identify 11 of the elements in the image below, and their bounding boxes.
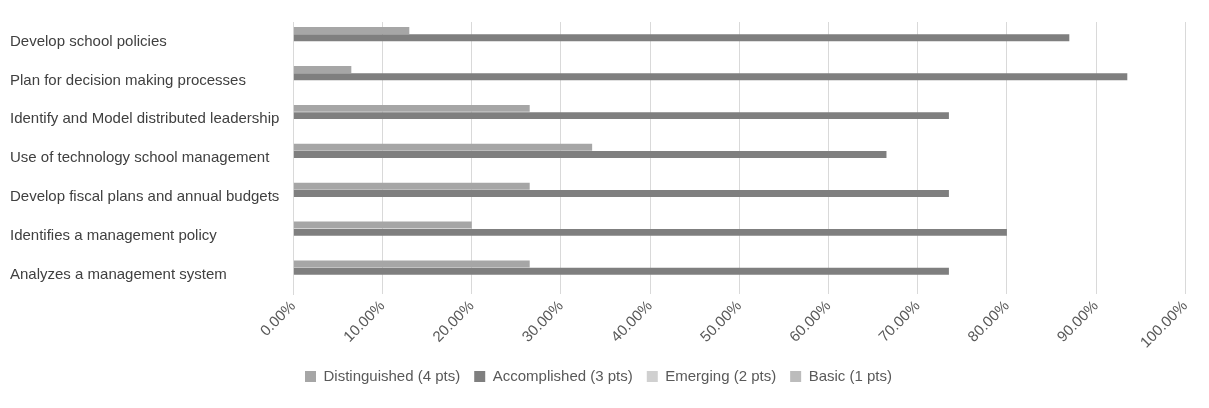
y-tick-label: Develop school policies [10,31,167,49]
legend-label: Basic (1 pts) [808,366,893,384]
y-tick-label: Develop fiscal plans and annual budgets [10,187,280,205]
legend-label: Distinguished (4 pts) [323,366,461,384]
y-tick-label: Analyzes a management system [10,265,227,283]
y-tick-label: Plan for decision making processes [10,70,246,88]
y-tick-label: Identifies a management policy [10,226,218,244]
legend-label: Accomplished (3 pts) [492,366,633,384]
y-tick-label: Identify and Model distributed leadership [10,109,280,127]
y-tick-label: Use of technology school management [10,148,271,166]
legend-label: Emerging (2 pts) [665,366,777,384]
